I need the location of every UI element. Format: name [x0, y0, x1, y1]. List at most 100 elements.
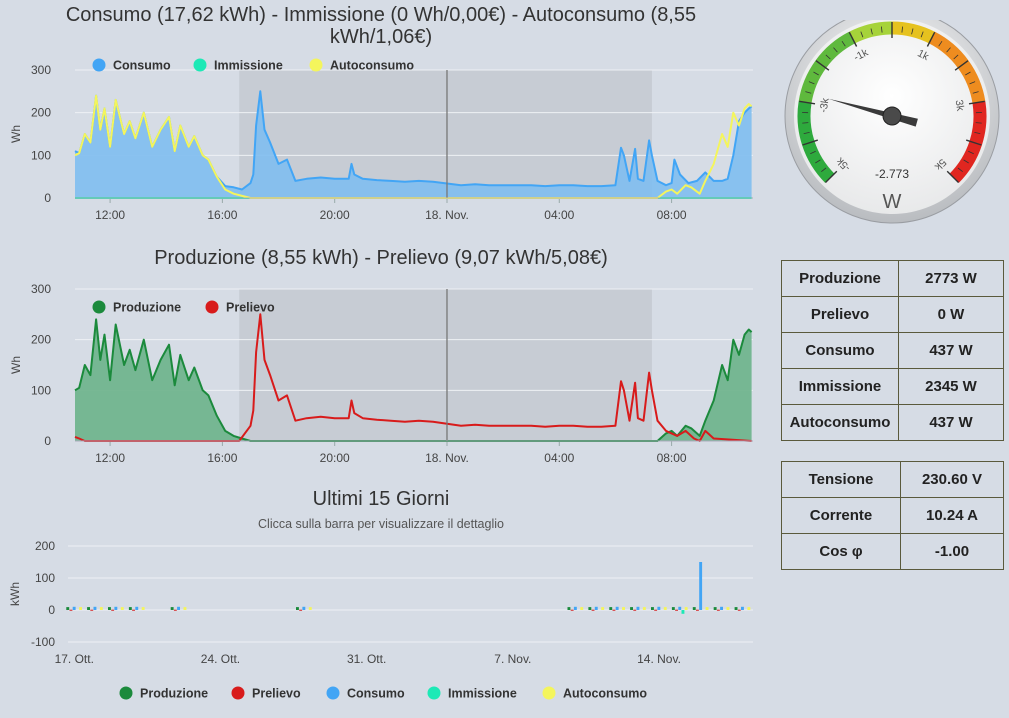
bar-produzione [128, 607, 132, 610]
bar-consumo [114, 606, 118, 610]
bar-autoconsumo [99, 607, 103, 610]
chart-subtitle: Clicca sulla barra per visualizzare il d… [258, 517, 504, 531]
bar-prelievo [633, 609, 637, 611]
x-tick-label: 24. Ott. [201, 652, 240, 666]
gauge-tick [901, 26, 903, 33]
legend-label-immissione: Immissione [214, 59, 283, 73]
power-gauge: -5k -3k -1k 1k 3k 5k -2.773 W [784, 8, 1000, 226]
gauge-unit-text: W [883, 191, 902, 213]
bar-produzione [671, 607, 675, 610]
bar-prelievo [69, 609, 73, 611]
x-tick-label: 16:00 [207, 208, 237, 222]
legend-marker-autoconsumo [309, 58, 323, 72]
x-tick-label: 18. Nov. [425, 451, 469, 465]
gauge-tick [860, 31, 864, 38]
bar-autoconsumo [141, 607, 145, 610]
gauge-tick [926, 31, 936, 47]
bar-produzione [630, 607, 633, 610]
y-tick-label: 0 [44, 191, 51, 205]
x-tick-label: 14. Nov. [637, 652, 681, 666]
bar-consumo [678, 606, 682, 610]
x-tick-label: 16:00 [207, 451, 237, 465]
x-tick-label: 31. Ott. [347, 652, 386, 666]
power-row-consumo: Consumo 437 W [781, 332, 1004, 369]
gauge-tick [841, 40, 846, 47]
gauge-tick [946, 47, 951, 53]
power-value: 0 W [898, 296, 1004, 333]
x-tick-label: 12:00 [95, 208, 125, 222]
y-axis-label: kWh [8, 582, 22, 606]
gauge-tick [813, 71, 819, 76]
gauge-tick [954, 60, 969, 71]
gauge-tick [833, 47, 838, 53]
y-tick-label: 0 [44, 434, 51, 448]
electrical-label: Cos φ [781, 533, 901, 570]
power-row-autoconsumo: Autoconsumo 437 W [781, 404, 1004, 441]
electrical-value: -1.00 [900, 533, 1004, 570]
gauge-scale-label: -3k [818, 96, 832, 113]
legend-marker-immissione [193, 58, 207, 72]
bar-consumo [302, 606, 306, 610]
power-value: 437 W [898, 404, 1004, 441]
gauge-scale-label: 3k [953, 99, 967, 113]
gauge-tick [975, 122, 982, 124]
series-line-prelievo [74, 313, 752, 442]
bar-prelievo [111, 609, 115, 611]
night-band [239, 289, 652, 441]
legend-label-produzione: Produzione [113, 301, 181, 315]
electrical-value: 230.60 V [900, 461, 1004, 498]
bar-prelievo [654, 609, 658, 611]
electrical-row-cos: Cos φ -1.00 [781, 533, 1004, 570]
legend-label-consumo: Consumo [347, 687, 405, 701]
power-label: Autoconsumo [781, 404, 899, 441]
gauge-tick [805, 91, 812, 94]
legend-label-immissione: Immissione [448, 687, 517, 701]
chart-2: Ultimi 15 Giorni Clicca sulla barra per v… [8, 488, 753, 701]
gauge-tick [881, 26, 883, 33]
electrical-row-corrente: Corrente 10.24 A [781, 497, 1004, 534]
bar-prelievo [173, 609, 177, 611]
legend-label-prelievo: Prelievo [252, 687, 301, 701]
power-value: 2773 W [898, 260, 1004, 297]
power-row-produzione: Produzione 2773 W [781, 260, 1004, 297]
bar-consumo [741, 606, 744, 610]
gauge-tick [808, 81, 815, 85]
bar-prelievo [591, 609, 595, 611]
bar-prelievo [570, 609, 574, 611]
electrical-row-tensione: Tensione 230.60 V [781, 461, 1004, 498]
bar-consumo [615, 606, 619, 610]
bar-prelievo [737, 609, 741, 611]
x-tick-label: 20:00 [320, 208, 350, 222]
bar-autoconsumo [622, 607, 625, 610]
y-tick-label: 300 [31, 282, 51, 296]
bar-prelievo [132, 609, 135, 611]
bar-prelievo [612, 609, 616, 611]
electrical-table: Tensione 230.60 V Corrente 10.24 A Cos φ -1.0… [781, 461, 1004, 570]
y-tick-label: 300 [31, 63, 51, 77]
legend-marker-prelievo [205, 300, 219, 314]
power-label: Consumo [781, 332, 899, 369]
bar-autoconsumo [120, 607, 124, 610]
bar-consumo [594, 606, 598, 610]
bar-autoconsumo [705, 607, 709, 610]
bar-autoconsumo [642, 607, 646, 610]
y-tick-label: 200 [35, 539, 55, 553]
gauge-tick [821, 167, 827, 173]
bar-consumo [720, 606, 723, 610]
electrical-label: Tensione [781, 461, 901, 498]
bar-produzione [170, 607, 174, 610]
x-tick-label: 08:00 [657, 451, 687, 465]
bar-produzione [588, 607, 592, 610]
bar-autoconsumo [663, 607, 667, 610]
gauge-tick [946, 170, 959, 183]
bar-produzione [692, 607, 696, 610]
bar-consumo [135, 606, 139, 610]
y-tick-label: 100 [31, 383, 51, 397]
gauge-tick [968, 100, 985, 105]
bar-produzione [651, 607, 654, 610]
gauge-tick [825, 170, 838, 183]
series-line-autoconsumo [74, 94, 753, 199]
power-value: 437 W [898, 332, 1004, 369]
legend-marker-immissione [427, 686, 441, 700]
